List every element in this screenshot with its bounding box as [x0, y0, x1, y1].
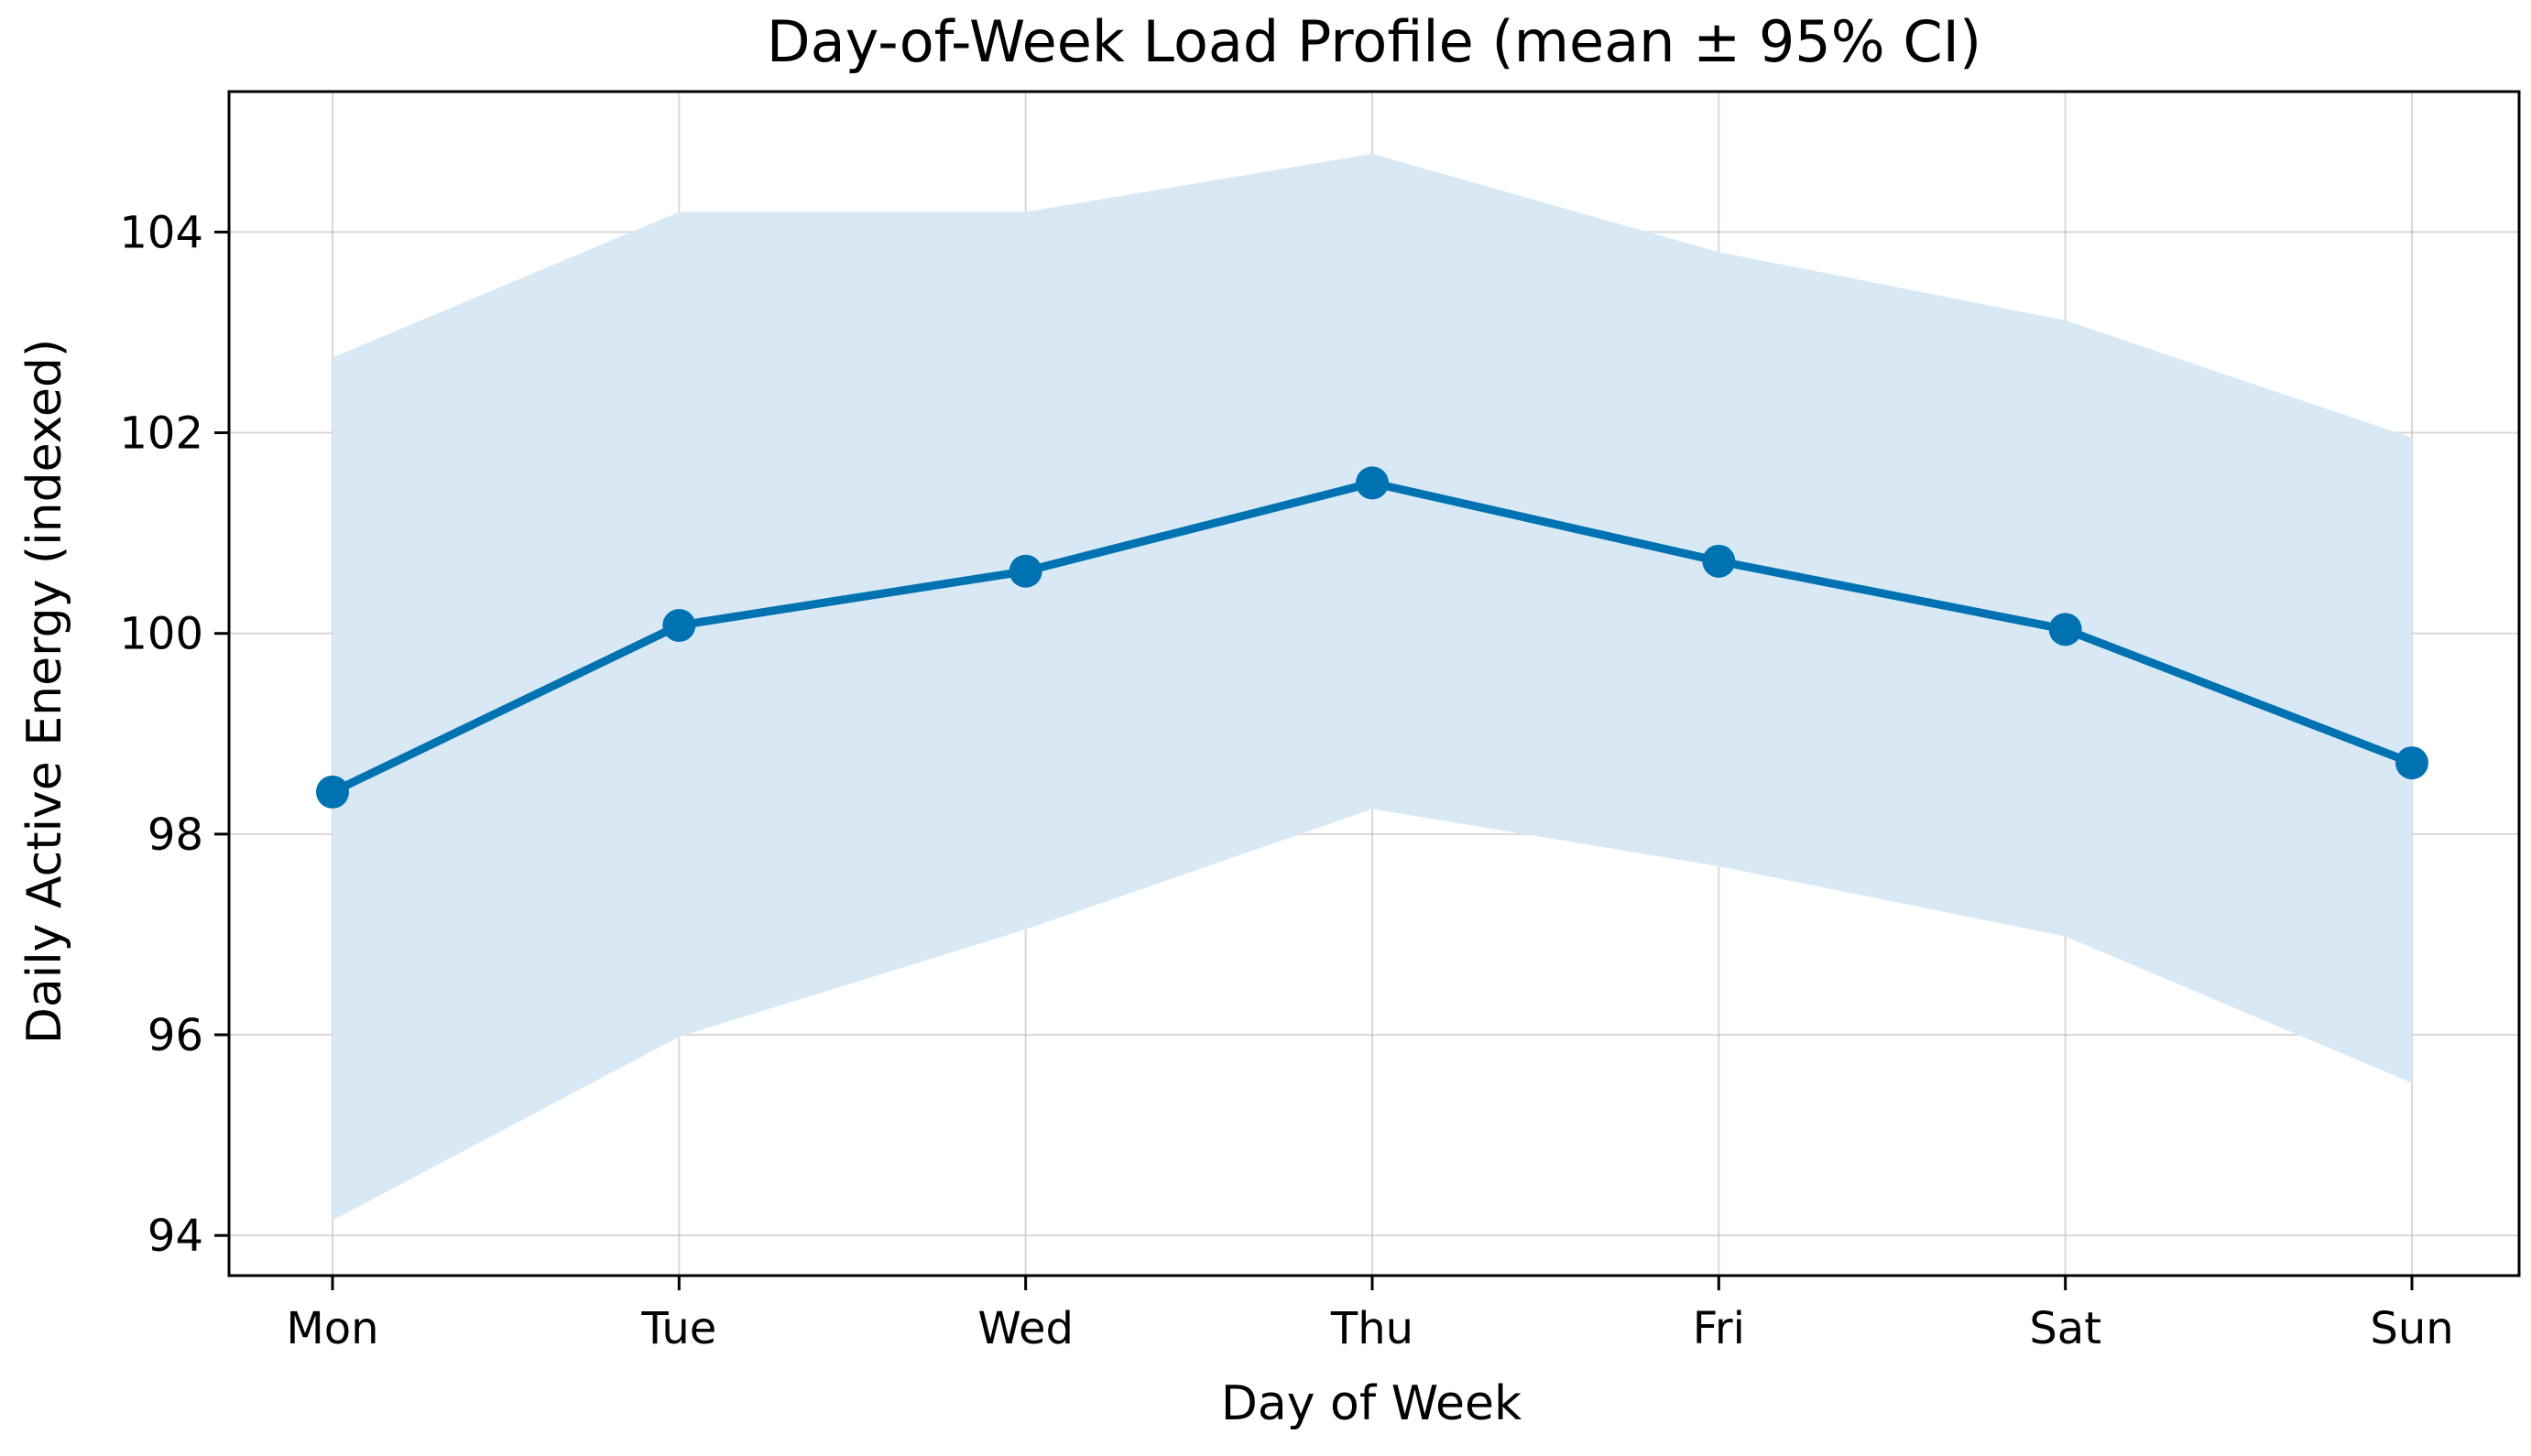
y-tick-label: 104: [119, 207, 203, 258]
x-tick-label: Tue: [640, 1303, 716, 1354]
y-tick-label: 102: [119, 408, 203, 460]
tick-layer: Mon Tue Wed Thu Fri Sat Sun 94 96 98 100 102 104: [119, 207, 2453, 1354]
data-point: [1356, 466, 1389, 500]
x-tick-label: Thu: [1330, 1303, 1413, 1354]
y-tick-label: 98: [147, 809, 203, 861]
data-point: [1009, 554, 1042, 588]
data-point: [2395, 746, 2428, 780]
x-tick-label: Sun: [2370, 1303, 2453, 1354]
plot-frame: [227, 90, 2521, 1277]
data-point-layer: [316, 466, 2428, 809]
data-point: [662, 608, 696, 642]
y-tick-label: 94: [147, 1211, 203, 1262]
x-axis-label: Day of Week: [1221, 1376, 1522, 1431]
data-point: [2048, 613, 2082, 647]
y-axis-label: Daily Active Energy (indexed): [17, 339, 72, 1044]
x-tick-label: Wed: [977, 1303, 1074, 1354]
x-tick-label: Fri: [1693, 1303, 1745, 1354]
y-tick-label: 100: [119, 609, 203, 660]
chart-title: Day-of-Week Load Profile (mean ± 95% CI): [767, 8, 1981, 75]
y-tick-label: 96: [147, 1010, 203, 1061]
data-point: [316, 775, 349, 809]
confidence-band: [333, 153, 2412, 1221]
x-tick-label: Mon: [286, 1303, 378, 1354]
data-point: [1702, 544, 1736, 578]
x-tick-label: Sat: [2029, 1303, 2101, 1354]
confidence-band-layer: [333, 153, 2412, 1221]
